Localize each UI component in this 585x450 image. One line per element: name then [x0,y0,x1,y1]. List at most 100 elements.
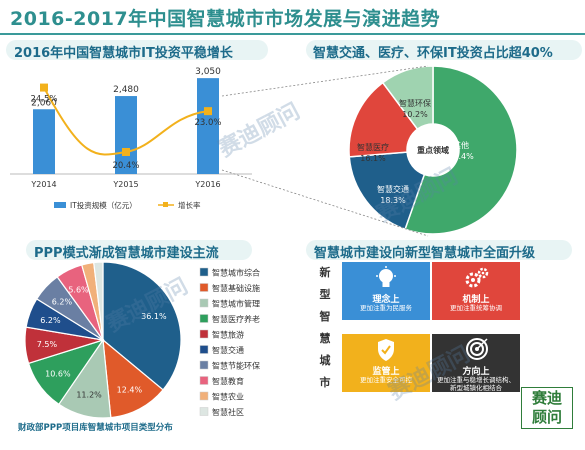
legend-swatch [199,314,209,323]
slice-value-label: 16.1% [360,154,386,163]
legend-label: 智慧农业 [212,392,244,402]
vertical-char: 市 [319,376,331,389]
donut-hole [408,125,458,175]
legend-swatch [199,391,209,401]
legend-line-marker [163,202,168,207]
pie-slice [102,338,164,419]
vertical-char: 型 [319,288,331,301]
donut-slice [348,151,426,231]
legend-label: 智慧交通 [212,345,244,355]
page-title: 2016-2017年中国智慧城市市场发展与演进趋势 [10,8,441,30]
bar-value-label: 3,050 [195,67,221,77]
pie-value-label: 10.6% [45,369,71,378]
slice-value-label: 10.2% [402,110,428,119]
growth-point [122,148,130,156]
donut-slice [348,81,419,158]
share-title-bg [306,40,582,60]
gears-icon [465,267,489,288]
pie-value-label: 7.5% [37,340,58,349]
tile-supervision: 监管上 更加注重安全可控 [342,334,430,392]
shield-icon [378,339,394,361]
logo-line: 赛迪 [531,389,562,407]
pie-slice [102,261,182,391]
pie-value-label: 2.5% [76,258,97,259]
legend-label: 智慧基础设施 [212,283,260,293]
tile-desc: 更加注重统筹协调 [450,304,502,312]
x-tick-label: Y2015 [112,180,138,189]
growth-value-label: 23.0% [194,118,221,128]
legend-swatch [199,360,209,370]
growth-value-label: 20.4% [112,161,139,171]
legend-swatch [199,283,209,292]
title-divider [0,33,585,35]
connector-bottom [221,169,429,237]
slice-category-label: 智慧医疗 [357,142,389,152]
pie-value-label: 11.2% [76,390,102,399]
lightbulb-icon [376,266,396,287]
growth-value-label: 24.5% [30,95,57,105]
legend-label: 智慧城市综合 [212,268,260,278]
ppp-source-note: 财政部PPP项目库智慧城市项目类型分布 [18,423,173,433]
tile-mechanism: 机制上 更加注重统筹协调 [432,262,520,320]
slice-category-label: 其他 [453,140,469,150]
vertical-char: 新 [319,266,331,279]
slice-value-label: 55.4% [448,152,474,161]
x-tick-label: Y2016 [194,180,220,189]
pie-value-label: 6.2% [40,316,61,325]
logo-line: 顾问 [531,408,562,426]
growth-point [40,83,48,92]
tile-title: 方向上 [462,367,490,377]
legend-swatch [199,329,209,339]
target-icon [466,338,488,360]
pie-value-label: 12.4% [117,386,143,395]
tile-desc: 更加注重为民服务 [360,304,412,312]
it-investment-chart: 2,060 Y2014 2,480 Y2015 3,050 Y2016 24.5% 20.4%… [10,67,252,210]
tile-direction: 方向上 更加注重与稳增长调结构、新型城镇化相结合 [432,334,520,392]
ppp-pie-chart: 36.1% 12.4% 11.2% 10.6% 7.5% 6.2% 6.2% 5.6% 2.5%… [24,258,260,419]
slice-value-label: 18.3% [380,196,406,205]
legend-swatch [199,407,209,416]
upgrade-title-bg [306,240,572,260]
legend-label: 智慧医疗养老 [212,314,260,324]
legend-line-label: 增长率 [178,200,201,210]
legend-swatch [199,376,209,385]
tile-concept: 理念上 更加注重为民服务 [342,262,430,320]
tile-title: 机制上 [462,295,490,305]
vertical-char: 城 [319,354,331,367]
vertical-label: 新 型 智 慧 城 市 [318,262,332,394]
x-tick-label: Y2014 [30,180,56,189]
bar-value-label: 2,060 [31,98,57,108]
legend-label: 智慧教育 [212,376,244,386]
ppp-title-bg [26,240,252,260]
investment-title-bg [6,40,268,60]
sector-share-donut: 其他 55.4% 智慧交通 18.3% 智慧医疗 16.1% 智慧环保 10.2% 重点领域 [348,65,518,235]
share-panel-title: 智慧交通、医疗、环保IT投资占比超40% [313,46,553,61]
tile-desc: 更加注重与稳增长调结构、新型城镇化相结合 [437,376,515,392]
pie-value-label: 36.1% [141,312,167,321]
pie-value-label: 5.6% [68,285,89,294]
bar [197,78,219,174]
ppp-panel-title: PPP模式渐成智慧城市建设主流 [34,246,219,261]
legend-label: 智慧节能环保 [212,361,260,371]
legend-swatch [199,345,209,354]
tile-title: 监管上 [372,367,400,377]
tile-desc: 更加注重安全可控 [360,376,412,384]
pie-value-label: 6.2% [52,298,73,307]
bar [33,109,55,174]
legend-bar-label: IT投资规模（亿元） [70,200,137,210]
legend-bar-swatch [54,202,66,208]
legend-label: 智慧旅游 [212,330,244,340]
slice-category-label: 智慧交通 [377,184,409,194]
bar-value-label: 2,480 [113,85,139,95]
legend-label: 智慧城市管理 [212,299,260,309]
donut-slice [381,65,434,131]
investment-panel-title: 2016年中国智慧城市IT投资平稳增长 [14,46,233,61]
tile-title: 理念上 [372,295,400,305]
slice-category-label: 智慧环保 [399,98,431,108]
vertical-char: 慧 [319,332,331,345]
vertical-char: 智 [319,310,331,323]
legend-swatch [199,267,209,277]
saidi-logo: 赛迪 顾问 [521,387,573,429]
growth-point [204,107,212,116]
